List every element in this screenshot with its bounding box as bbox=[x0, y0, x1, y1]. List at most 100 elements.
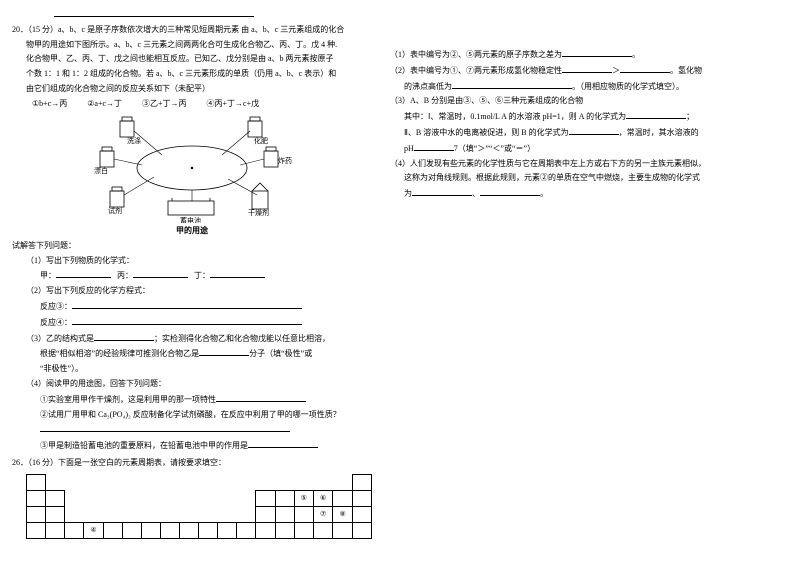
pt-cell[interactable] bbox=[294, 522, 313, 538]
blank[interactable] bbox=[412, 187, 472, 196]
q20-sub4-2: ②试用厂用甲和 Ca₃(PO₄)₂ 反应制备化学试剂磷酸，在反应中利用了甲的哪一… bbox=[12, 409, 372, 422]
blank[interactable] bbox=[414, 142, 454, 151]
pt-cell[interactable] bbox=[256, 490, 275, 506]
pt-cell[interactable] bbox=[256, 522, 275, 538]
q20-sub2-r4: 反应④： bbox=[12, 316, 372, 330]
q20-intro4: 个数 1：1 和 1：2 组成的化合物。若 a、b、c 三元素形成的单质（仍用 … bbox=[12, 68, 372, 81]
pt-cell-8[interactable]: ⑧ bbox=[333, 506, 352, 522]
pt-cell[interactable] bbox=[352, 522, 371, 538]
pt-cell[interactable] bbox=[27, 506, 46, 522]
pt-cell-4[interactable]: ④ bbox=[84, 522, 103, 538]
sub1-item-bing: 丙： bbox=[117, 271, 133, 280]
q20-intro3: 化合物甲、乙、丙、丁、戊之间也能相互反应。已知乙、戊分别是由 a、b 两元素按原… bbox=[12, 53, 372, 66]
r3-2a: Ⅱ、B 溶液中水的电离被促进，则 B 的化学式为 bbox=[404, 128, 569, 137]
pt-cell[interactable] bbox=[294, 506, 313, 522]
q26-number: 26．（16 分） bbox=[12, 458, 58, 467]
r2a: （2）表中编号为①、⑦两元素形成氢化物稳定性 bbox=[390, 66, 562, 75]
pt-cell[interactable] bbox=[275, 506, 294, 522]
pt-cell-7[interactable]: ⑦ bbox=[314, 506, 333, 522]
reaction-2: ②a+c→丁 bbox=[87, 98, 122, 109]
blank[interactable] bbox=[133, 269, 188, 278]
r2b: ＞ bbox=[612, 66, 620, 75]
pt-cell[interactable] bbox=[199, 522, 218, 538]
pt-cell[interactable] bbox=[314, 522, 333, 538]
blank-line bbox=[54, 8, 254, 17]
blank[interactable] bbox=[562, 48, 632, 57]
pt-cell[interactable] bbox=[352, 506, 371, 522]
blank[interactable] bbox=[72, 316, 302, 325]
pt-cell-6[interactable]: ⑥ bbox=[314, 490, 333, 506]
sub3-c: 根据“相似相溶”的经验规律可推测化合物乙是 bbox=[40, 349, 199, 358]
sub3-a: （3）乙的结构式是 bbox=[26, 334, 94, 343]
label-right: 炸药 bbox=[278, 156, 292, 165]
r3-2: Ⅱ、B 溶液中水的电离被促进，则 B 的化学式为，常温时，其水溶液的 bbox=[390, 126, 788, 140]
q26-heading: 26．（16 分）下面是一张空白的元素周期表，请按要求填空： bbox=[12, 457, 372, 470]
blank[interactable] bbox=[569, 126, 619, 135]
q20-sub3-line2: 根据“相似相溶”的经验规律可推测化合物乙是 分子（填“极性”或 bbox=[12, 347, 372, 361]
pt-cell[interactable] bbox=[27, 490, 46, 506]
blank[interactable] bbox=[210, 269, 265, 278]
sub4-3-text: ③甲是制造铅蓄电池的重要原料，在铅蓄电池中甲的作用是 bbox=[40, 441, 248, 450]
pt-cell[interactable] bbox=[275, 522, 294, 538]
pt-cell[interactable] bbox=[46, 490, 65, 506]
pt-cell[interactable] bbox=[46, 522, 65, 538]
pt-cell[interactable] bbox=[27, 522, 46, 538]
blank[interactable] bbox=[620, 64, 670, 73]
blank[interactable] bbox=[248, 439, 318, 448]
pt-cell[interactable] bbox=[237, 522, 256, 538]
r2d: 的沸点高低为 bbox=[404, 82, 452, 91]
pt-cell[interactable] bbox=[27, 474, 46, 490]
blank[interactable] bbox=[72, 300, 302, 309]
r1: （1）表中编号为②、⑤两元素的原子序数之差为。 bbox=[390, 48, 788, 62]
q20-sub4-3: ③甲是制造铅蓄电池的重要原料，在铅蓄电池中甲的作用是 bbox=[12, 439, 372, 453]
r2e: 。（用相应物质的化学式填空）。 bbox=[572, 82, 684, 91]
r4d: 、 bbox=[472, 189, 480, 198]
pt-cell[interactable] bbox=[122, 522, 141, 538]
sub4-1-text: ①实验室用甲作干燥剂，这是利用甲的那一项特性 bbox=[40, 395, 216, 404]
blank[interactable] bbox=[199, 347, 249, 356]
pt-cell[interactable] bbox=[180, 522, 199, 538]
blank[interactable] bbox=[480, 187, 540, 196]
pt-cell[interactable] bbox=[275, 490, 294, 506]
r1b: 。 bbox=[632, 50, 640, 59]
sub1-item-jia: 甲： bbox=[40, 271, 56, 280]
r4-last: 为、。 bbox=[390, 187, 788, 201]
reaction-1: ①b+c→丙 bbox=[32, 98, 67, 109]
sub3-d: 分子（填“极性”或 bbox=[249, 349, 312, 358]
label-bottom-right: 干燥剂 bbox=[248, 208, 269, 217]
blank[interactable] bbox=[562, 64, 612, 73]
blank[interactable] bbox=[452, 80, 572, 89]
pt-cell[interactable] bbox=[256, 506, 275, 522]
sub2-label-3: 反应③： bbox=[40, 302, 72, 311]
blank[interactable] bbox=[56, 269, 111, 278]
pt-cell[interactable] bbox=[352, 474, 371, 490]
r4a: （4）人们发现有些元素的化学性质与它在周期表中左上方或右下方的另一主族元素相似， bbox=[390, 158, 788, 171]
pt-cell[interactable] bbox=[160, 522, 179, 538]
q20-intro2: 物甲的用途如下图所示。a、b、c 三元素之间两两化合可生成化合物乙、丙、丁。戊 … bbox=[12, 39, 372, 52]
diagram-caption: 甲的用途 bbox=[12, 225, 372, 236]
pt-cell[interactable] bbox=[218, 522, 237, 538]
pt-cell[interactable] bbox=[333, 490, 352, 506]
r3-1b: ； bbox=[686, 112, 694, 121]
sub3-e: “非极性”）。 bbox=[12, 363, 372, 376]
sub1-item-ding: 丁： bbox=[194, 271, 210, 280]
q20-sub4: （4）阅读甲的用途图，回答下列问题： bbox=[12, 378, 372, 391]
r3-1a: 其中：Ⅰ、常温时，0.1mol/L A 的水溶液 pH=1，则 A 的化学式为 bbox=[404, 112, 626, 121]
blank[interactable] bbox=[40, 423, 290, 432]
pt-cell[interactable] bbox=[333, 522, 352, 538]
pt-cell[interactable] bbox=[352, 490, 371, 506]
reaction-4: ④丙+丁→c+戊 bbox=[207, 98, 260, 109]
q20-sub1-row: 甲： 丙： 丁： bbox=[12, 269, 372, 283]
pt-cell[interactable] bbox=[46, 506, 65, 522]
uses-diagram: 洗涤 漂白 试剂 蓄电池 干燥剂 炸药 化肥 甲的用途 bbox=[12, 113, 372, 236]
blank[interactable] bbox=[94, 332, 154, 341]
pt-cell[interactable] bbox=[103, 522, 122, 538]
pt-cell[interactable] bbox=[141, 522, 160, 538]
blank[interactable] bbox=[216, 393, 306, 402]
blank[interactable] bbox=[626, 110, 686, 119]
r3-2c: pH bbox=[404, 144, 414, 153]
pt-cell[interactable] bbox=[65, 522, 84, 538]
pt-cell-5[interactable]: ⑤ bbox=[294, 490, 313, 506]
sub2-label-4: 反应④： bbox=[40, 318, 72, 327]
r2c: 。氢化物 bbox=[670, 66, 702, 75]
